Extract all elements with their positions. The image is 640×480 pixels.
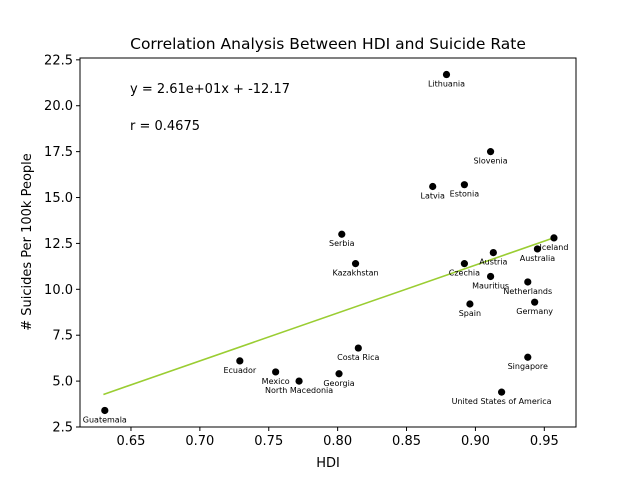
data-point [295,377,303,385]
y-tick-label: 22.5 [44,53,73,68]
x-tick-label: 0.90 [461,434,490,449]
data-point-label: Latvia [421,192,445,201]
data-point [429,182,437,191]
correlation-coefficient: r = 0.4675 [130,119,200,134]
y-tick-label: 10.0 [44,283,73,298]
data-point-label: Ecuador [223,366,256,375]
data-point [460,181,468,189]
data-point-label: Netherlands [503,287,552,296]
x-tick-label: 0.80 [323,434,352,449]
x-axis-label: HDI [316,456,340,471]
data-point [354,344,362,352]
data-point-label: Estonia [450,190,480,199]
y-tick-label: 5.0 [52,375,73,390]
data-point [524,353,532,361]
data-point-label: Costa Rica [337,353,379,362]
data-point [489,248,497,257]
data-point-label: Germany [516,307,553,316]
data-point-label: United States of America [452,397,552,406]
data-point [486,272,495,281]
data-point [442,70,451,79]
data-point-label: Serbia [329,239,355,248]
data-point-label: Mexico [262,377,290,386]
plot-area: Lithuania Slovenia Latvia Estonia Serbia Icel… [83,70,568,424]
y-tick-label: 17.5 [44,145,73,160]
data-point [351,260,360,268]
y-tick-label: 12.5 [44,237,73,252]
data-point [498,388,506,396]
data-point-label: Austria [479,258,507,267]
data-point-label: Kazakhstan [333,269,379,278]
data-point-label: Mauritius [472,281,509,290]
data-point [335,370,343,378]
data-point-label: Czechia [449,269,480,278]
data-point [101,406,109,415]
data-point [338,230,346,238]
data-point [272,368,280,376]
y-tick-label: 2.5 [52,421,73,436]
data-point-label: Georgia [323,379,354,388]
data-point [466,300,474,308]
data-point [550,234,558,242]
regression-line [103,237,555,396]
data-point-label: Slovenia [474,157,508,166]
chart-title: Correlation Analysis Between HDI and Sui… [130,35,526,53]
y-tick-label: 15.0 [44,191,73,206]
x-tick-label: 0.95 [530,434,559,449]
y-axis-label: # Suicides Per 100k People [20,153,35,331]
data-point [524,278,532,286]
data-point-label: Spain [459,309,481,318]
data-point [533,245,542,253]
data-point [460,260,468,268]
data-point-label: Iceland [539,243,568,252]
y-tick-label: 20.0 [44,99,73,114]
data-point [531,298,539,306]
data-point-label: Guatemala [83,415,127,424]
data-point-label: Australia [520,254,555,263]
data-point [486,148,495,156]
x-tick-label: 0.85 [392,434,421,449]
data-point-label: Lithuania [428,80,465,89]
data-point [236,357,244,365]
x-tick-label: 0.75 [254,434,283,449]
y-tick-label: 7.5 [52,329,73,344]
data-point-label: North Macedonia [265,386,333,395]
x-tick-label: 0.65 [117,434,146,449]
regression-equation: y = 2.61e+01x + -12.17 [130,82,290,97]
axes-frame [79,57,577,428]
x-tick-label: 0.70 [185,434,214,449]
data-point-label: Singapore [508,362,548,371]
